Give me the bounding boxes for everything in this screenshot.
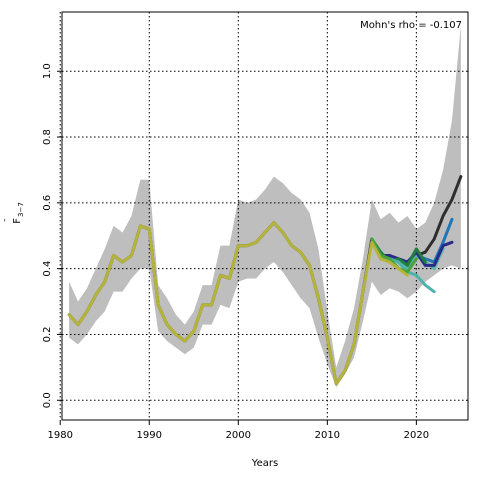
- series-point: [424, 260, 427, 264]
- series-point: [103, 280, 106, 284]
- y-tick-label: 0.6: [42, 195, 53, 211]
- series-point: [148, 227, 151, 231]
- series-point: [441, 244, 445, 247]
- series-point: [237, 244, 240, 247]
- series-point: [343, 369, 347, 372]
- series-point: [450, 198, 454, 201]
- series-point: [254, 241, 258, 244]
- series-point: [76, 323, 80, 326]
- x-tick-label: 1980: [47, 430, 72, 441]
- series-point: [406, 274, 409, 277]
- x-tick-label: 2000: [226, 430, 251, 441]
- series-point: [299, 250, 302, 254]
- plot-frame: [61, 11, 469, 421]
- series-point: [388, 260, 391, 264]
- series-point: [397, 260, 400, 264]
- series-point: [388, 257, 391, 260]
- series-point: [139, 224, 142, 228]
- series-point: [308, 264, 311, 267]
- series-point: [459, 175, 463, 178]
- series-point: [85, 310, 89, 313]
- series-point: [415, 257, 418, 260]
- y-tick-label: 0.2: [42, 326, 53, 342]
- series-point: [335, 382, 338, 386]
- series-point: [245, 244, 249, 247]
- series-point: [317, 297, 320, 300]
- confidence-band: [69, 25, 461, 388]
- series-point: [263, 231, 267, 234]
- series-point: [130, 254, 133, 257]
- series-point: [67, 313, 71, 316]
- y-tick-label: 1.0: [42, 63, 53, 79]
- mohns-rho-annotation: Mohn's rho = -0.107: [360, 20, 462, 31]
- series-point: [156, 303, 160, 307]
- series-point: [432, 290, 436, 293]
- series-point: [361, 290, 365, 293]
- series-point: [450, 218, 454, 221]
- series-point: [415, 247, 418, 251]
- y-axis-title: F ¯ 3−7: [4, 202, 25, 224]
- series-point: [450, 241, 454, 244]
- series-point: [210, 303, 213, 307]
- x-tick-label: 2010: [315, 430, 340, 441]
- series-point: [165, 323, 169, 326]
- y-axis-title-bar: ¯: [4, 218, 14, 223]
- series-point: [121, 260, 124, 264]
- series-point: [174, 333, 178, 336]
- series-point: [424, 283, 427, 287]
- series-point: [370, 241, 374, 244]
- series-point: [94, 293, 98, 297]
- y-tick-label: 0.8: [42, 129, 53, 145]
- series-point: [432, 237, 436, 241]
- series-point: [228, 277, 231, 280]
- series-point: [183, 339, 187, 343]
- series-point: [406, 264, 409, 267]
- series-point: [441, 241, 445, 244]
- x-axis-title: Years: [251, 458, 278, 469]
- series-point: [424, 264, 427, 267]
- series-point: [219, 274, 222, 277]
- y-tick-label: 0.0: [42, 392, 53, 408]
- series-point: [441, 214, 445, 218]
- series-point: [290, 244, 293, 247]
- series-point: [388, 254, 391, 257]
- series-point: [201, 303, 204, 307]
- y-axis-title-sub: 3−7: [17, 202, 25, 217]
- series-point: [432, 264, 436, 267]
- series-point: [370, 237, 374, 241]
- series-point: [281, 231, 285, 234]
- series-point: [406, 270, 409, 274]
- series-point: [397, 267, 400, 270]
- series-point: [415, 274, 418, 277]
- series-point: [192, 329, 195, 333]
- y-tick-label: 0.4: [42, 261, 53, 277]
- series-point: [379, 257, 382, 260]
- series-point: [397, 257, 400, 260]
- series-point: [432, 267, 436, 270]
- series-point: [326, 336, 329, 339]
- series-point: [112, 254, 115, 257]
- series-point: [352, 343, 356, 346]
- series-point: [272, 221, 276, 224]
- series-point: [424, 250, 427, 254]
- x-tick-label: 2020: [404, 430, 429, 441]
- y-axis-title-main: F: [12, 218, 23, 224]
- x-tick-label: 1990: [137, 430, 162, 441]
